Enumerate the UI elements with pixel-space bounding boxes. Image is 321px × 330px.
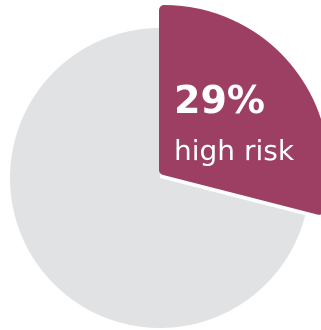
- highlighted-slice: [159, 5, 321, 215]
- category-label: high risk: [174, 134, 295, 167]
- pie: [10, 5, 321, 329]
- pie-slice: [10, 28, 306, 329]
- value-label: 29%: [174, 78, 265, 122]
